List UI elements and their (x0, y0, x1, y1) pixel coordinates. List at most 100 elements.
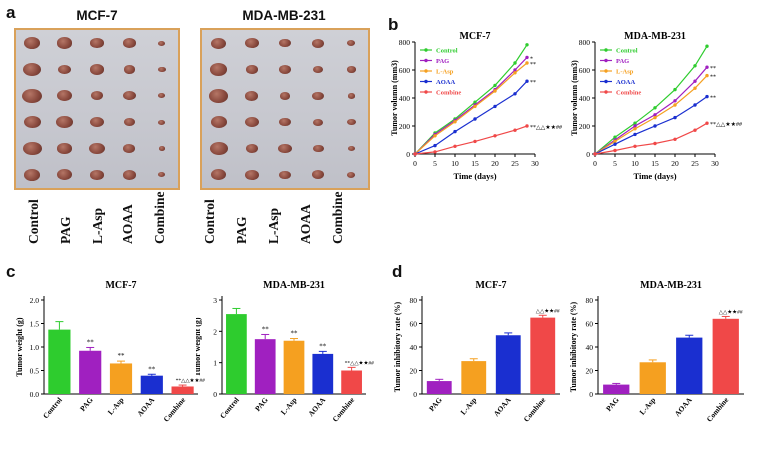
category-label: AOAA (306, 395, 327, 418)
y-tick-label: 400 (399, 94, 411, 103)
tumor-sample (123, 91, 136, 101)
data-point-combine (473, 139, 477, 144)
legend-marker (424, 90, 428, 94)
chart-title: MCF-7 (475, 280, 506, 291)
bar-pag (426, 381, 452, 394)
data-point-control (473, 100, 477, 104)
data-point-combine (653, 141, 657, 146)
bar-l-asp (639, 362, 666, 394)
tumor-sample (210, 169, 227, 181)
bar-l-asp (283, 340, 305, 394)
data-point-l-asp (493, 89, 497, 93)
tumor-sample (23, 116, 41, 129)
legend-marker (604, 48, 608, 52)
significance-mark: ** (262, 325, 270, 333)
tumor-sample (57, 143, 72, 154)
legend-label: Combine (436, 90, 461, 97)
bar-aoaa (495, 335, 521, 394)
group-label: Combine (330, 191, 345, 244)
legend-marker (604, 58, 608, 63)
category-label: PAG (427, 395, 444, 413)
tumor-sample (312, 170, 325, 180)
x-tick-label: 0 (593, 159, 597, 168)
bar-control (226, 314, 247, 394)
bar-aoaa (312, 353, 334, 394)
x-tick-label: 30 (531, 159, 539, 168)
data-point-control (653, 106, 657, 110)
tumor-sample (90, 91, 104, 101)
significance-mark: △△★★## (719, 308, 743, 315)
data-point-combine (705, 121, 709, 125)
y-tick-label: 400 (579, 94, 591, 103)
tumor-sample (279, 170, 291, 179)
x-tick-label: 30 (711, 159, 719, 168)
significance-mark: ** (530, 62, 536, 68)
data-point-combine (525, 124, 529, 128)
tumor-sample (347, 40, 356, 47)
group-label: AOAA (298, 204, 313, 244)
panel-letter-a: a (6, 3, 16, 22)
category-label: AOAA (492, 395, 513, 418)
data-point-l-asp (673, 103, 677, 107)
category-label: L-Asp (638, 396, 658, 417)
x-axis-label: Time (days) (633, 171, 676, 181)
category-label: AOAA (673, 395, 694, 418)
y-tick-label: 800 (579, 38, 591, 47)
tumor-sample (347, 119, 356, 126)
data-point-control (673, 87, 677, 92)
data-point-aoaa (653, 124, 657, 128)
y-tick-label: 0.0 (30, 390, 40, 399)
bar-combine (530, 317, 556, 394)
significance-mark: ** (87, 338, 95, 346)
y-tick-label: 60 (410, 320, 418, 329)
bar-control (48, 329, 71, 394)
data-point-aoaa (493, 104, 497, 109)
legend-marker (424, 48, 428, 52)
chart-d-mda: MDA-MB-231 0 20 40 60 80 Tumor inhibitory rate… (569, 280, 744, 424)
chart-c-mda: MDA-MB-231 0 1 2 3 Tumor weight (g) Control ** P… (196, 280, 374, 424)
category-label: Combine (522, 395, 548, 424)
legend-label: PAG (436, 58, 449, 65)
tumor-sample (244, 169, 259, 180)
tumor-sample (210, 37, 227, 49)
data-point-l-asp (453, 120, 457, 124)
data-point-combine (513, 128, 517, 132)
tumor-sample (157, 66, 166, 73)
data-point-aoaa (525, 79, 529, 83)
data-point-l-asp (613, 139, 617, 144)
y-tick-label: 20 (410, 367, 418, 376)
y-tick-label: 2 (213, 327, 217, 336)
tumor-sample (57, 64, 72, 75)
data-point-control (633, 121, 637, 125)
tumor-sample (245, 91, 259, 101)
x-tick-label: 0 (413, 159, 417, 168)
tumor-photo-mcf7 (14, 28, 180, 190)
series-line-combine (414, 125, 528, 155)
tumor-sample (158, 146, 165, 151)
data-point-aoaa (673, 115, 677, 120)
legend-label: Control (436, 48, 458, 55)
data-point-aoaa (705, 94, 709, 99)
tumor-sample (22, 88, 43, 103)
significance-mark: ** (319, 342, 327, 350)
tumor-sample (347, 171, 356, 178)
y-tick-label: 1 (213, 359, 217, 368)
chart-title: MCF-7 (105, 280, 136, 291)
data-point-combine (593, 152, 597, 156)
data-point-aoaa (633, 132, 637, 137)
bar-pag (603, 384, 630, 394)
significance-mark: ** (710, 75, 716, 81)
tumor-sample (56, 169, 73, 181)
bar-l-asp (461, 361, 487, 394)
legend-label: AOAA (436, 79, 455, 86)
x-tick-label: 25 (691, 159, 699, 168)
tumor-sample (347, 66, 356, 73)
tumor-sample (89, 142, 105, 155)
category-label: PAG (604, 395, 621, 413)
group-label: PAG (234, 216, 249, 245)
tumor-sample (158, 93, 166, 99)
y-tick-label: 80 (586, 296, 594, 305)
category-label: PAG (78, 395, 95, 413)
category-label: Control (41, 396, 64, 421)
tumor-sample (57, 90, 73, 102)
